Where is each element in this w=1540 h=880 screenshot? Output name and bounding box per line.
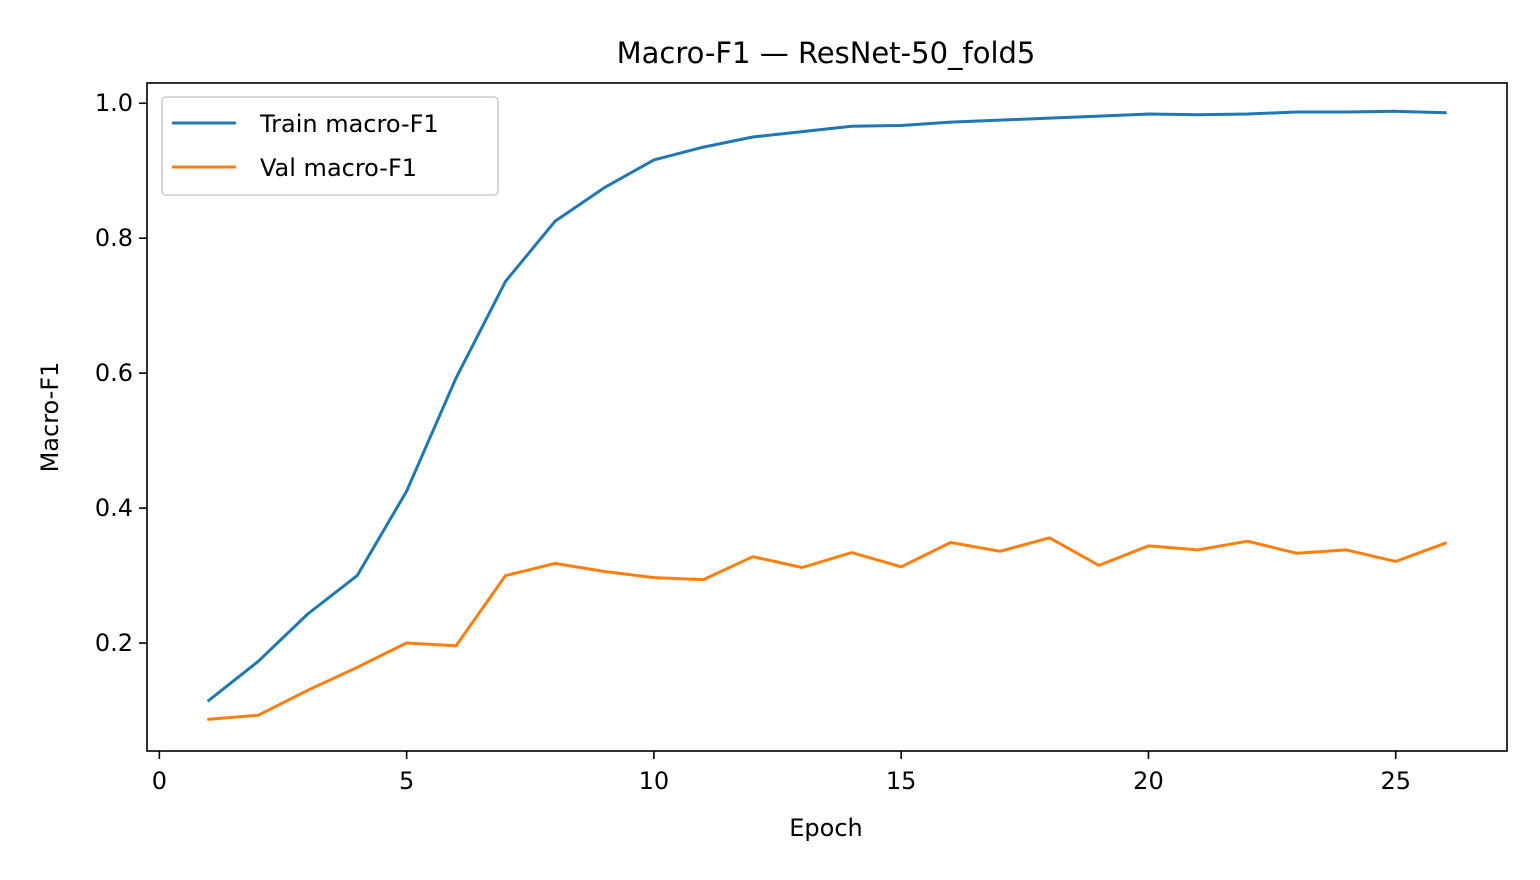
- plot-area: [206, 109, 1448, 721]
- plot-frame: [146, 82, 1508, 752]
- x-tick-label: 0: [152, 767, 167, 795]
- chart-title: Macro-F1 — ResNet-50_fold5: [617, 36, 1036, 70]
- x-axis: 0 5 10 15 20 25: [152, 751, 1411, 795]
- y-tick-label: 1.0: [95, 89, 133, 117]
- y-axis-title: Macro-F1: [36, 362, 64, 473]
- legend-label-val: Val macro-F1: [260, 154, 417, 182]
- x-tick-label: 10: [639, 767, 670, 795]
- legend: Train macro-F1 Val macro-F1: [161, 96, 499, 196]
- series-line-0: [206, 109, 1447, 703]
- y-tick-label: 0.8: [95, 224, 133, 252]
- y-tick-label: 0.4: [95, 494, 133, 522]
- legend-box: [161, 96, 499, 196]
- x-tick-label: 25: [1380, 767, 1411, 795]
- x-axis-title: Epoch: [789, 814, 863, 842]
- legend-label-train: Train macro-F1: [259, 110, 439, 138]
- x-tick-label: 20: [1133, 767, 1164, 795]
- x-tick-label: 15: [886, 767, 917, 795]
- y-tick-label: 0.2: [95, 629, 133, 657]
- y-tick-label: 0.6: [95, 359, 133, 387]
- x-tick-label: 5: [399, 767, 414, 795]
- y-axis: 0.2 0.4 0.6 0.8 1.0: [95, 89, 147, 657]
- series-line-1: [207, 536, 1448, 721]
